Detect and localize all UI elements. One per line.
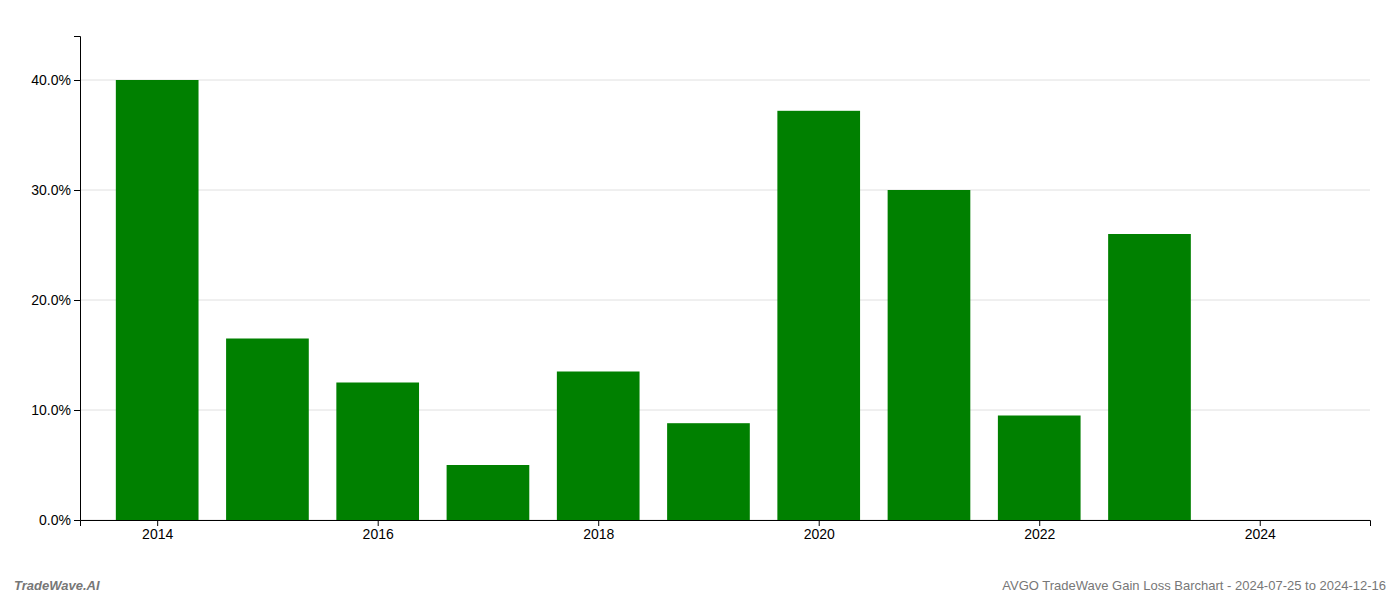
x-tick-label: 2022: [1024, 526, 1055, 542]
y-tick: 10.0%: [31, 402, 80, 418]
y-tick: 0.0%: [39, 512, 80, 528]
plot: 2014 2016 2018 2020 2022 2024 0.0% 10.0% 20.0% 30…: [31, 37, 1370, 542]
x-tick: 2016: [363, 520, 394, 542]
footer-right: AVGO TradeWave Gain Loss Barchart - 2024…: [1002, 578, 1386, 593]
chart: 2014 2016 2018 2020 2022 2024 0.0% 10.0% 20.0% 30…: [0, 0, 1400, 600]
x-tick: 2024: [1245, 520, 1276, 542]
grid: [80, 80, 1370, 520]
x-tick: 2014: [142, 520, 173, 542]
bar: [336, 383, 419, 521]
y-tick-mark: [74, 190, 80, 191]
y-tick-label: 40.0%: [31, 72, 71, 88]
x-tick-label: 2018: [583, 526, 614, 542]
bar: [116, 80, 199, 520]
axis-line: [81, 521, 1371, 527]
footer-left: TradeWave.AI: [14, 578, 100, 593]
y-tick-label: 0.0%: [39, 512, 71, 528]
y-tick-label: 30.0%: [31, 182, 71, 198]
y-tick-mark: [74, 410, 80, 411]
x-tick: 2020: [804, 520, 835, 542]
y-tick: 30.0%: [31, 182, 80, 198]
y-tick: 20.0%: [31, 292, 80, 308]
x-tick-label: 2014: [142, 526, 173, 542]
x-tick: 2018: [583, 520, 614, 542]
x-tick: 2022: [1024, 520, 1055, 542]
bar: [1218, 520, 1301, 521]
y-tick-label: 10.0%: [31, 402, 71, 418]
y-tick: 40.0%: [31, 72, 80, 88]
bar: [1108, 234, 1191, 520]
bar: [226, 339, 309, 521]
bar: [777, 111, 860, 520]
bar: [888, 190, 971, 520]
bar: [998, 416, 1081, 521]
y-tick-mark: [74, 300, 80, 301]
x-axis: 2014 2016 2018 2020 2022 2024: [81, 520, 1371, 542]
bar: [447, 465, 530, 520]
grid-line: [80, 190, 1370, 191]
y-tick-label: 20.0%: [31, 292, 71, 308]
bar: [667, 423, 750, 520]
y-tick-mark: [74, 520, 80, 521]
axis-line: [74, 37, 81, 521]
x-tick-label: 2016: [363, 526, 394, 542]
y-tick-mark: [74, 80, 80, 81]
x-tick-label: 2024: [1245, 526, 1276, 542]
grid-line: [80, 80, 1370, 81]
bars: [116, 80, 1191, 520]
x-tick-label: 2020: [804, 526, 835, 542]
bar: [557, 372, 640, 521]
y-axis: 0.0% 10.0% 20.0% 30.0% 40.0%: [31, 37, 80, 528]
